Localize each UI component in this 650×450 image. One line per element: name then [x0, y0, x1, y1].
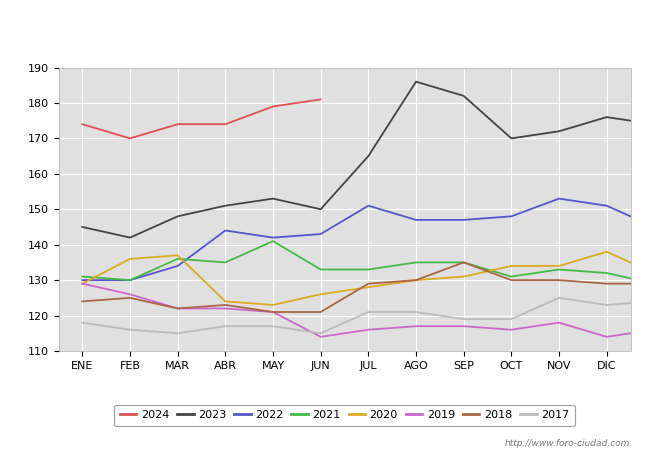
Legend: 2024, 2023, 2022, 2021, 2020, 2019, 2018, 2017: 2024, 2023, 2022, 2021, 2020, 2019, 2018…: [114, 405, 575, 426]
Text: Afiliados en Hontanares de Eresma a 31/5/2024: Afiliados en Hontanares de Eresma a 31/5…: [127, 16, 523, 34]
Text: http://www.foro-ciudad.com: http://www.foro-ciudad.com: [505, 439, 630, 448]
